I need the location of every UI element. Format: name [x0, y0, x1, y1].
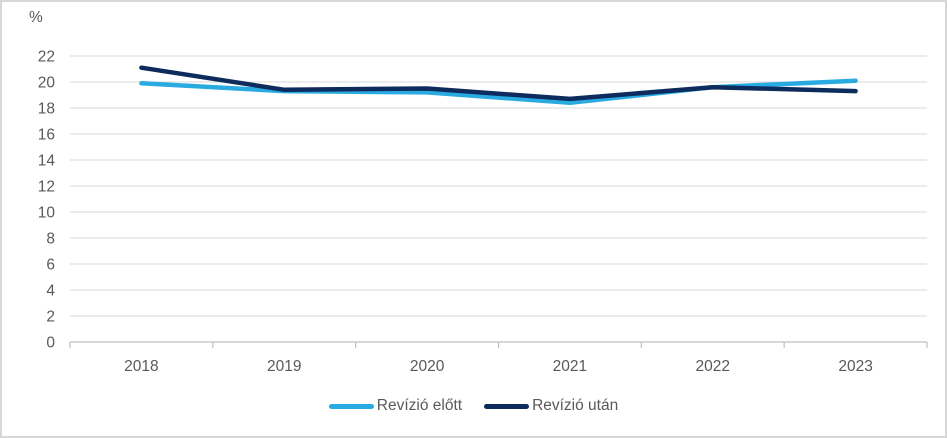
legend-swatch [484, 403, 530, 409]
svg-text:18: 18 [38, 101, 55, 118]
legend: Revízió előtt Revízió után [2, 397, 945, 415]
svg-text:20: 20 [38, 75, 56, 92]
legend-label-after: Revízió után [532, 397, 619, 414]
svg-text:0: 0 [46, 335, 55, 352]
svg-text:14: 14 [38, 153, 56, 170]
svg-text:10: 10 [38, 205, 56, 222]
legend-label-before: Revízió előtt [376, 397, 463, 414]
y-axis-unit-label: % [29, 9, 43, 26]
svg-text:2022: 2022 [696, 358, 730, 375]
svg-text:8: 8 [46, 231, 55, 248]
svg-text:2018: 2018 [124, 358, 158, 375]
legend-item-before: Revízió előtt [328, 397, 463, 415]
svg-text:2020: 2020 [410, 358, 445, 375]
svg-text:2023: 2023 [838, 358, 872, 375]
svg-text:2021: 2021 [553, 358, 587, 375]
legend-item-after: Revízió után [484, 397, 618, 415]
svg-text:2: 2 [46, 309, 55, 326]
svg-text:2019: 2019 [267, 358, 301, 375]
svg-text:16: 16 [38, 127, 55, 144]
legend-swatch [328, 403, 374, 409]
svg-text:12: 12 [38, 179, 55, 196]
svg-text:6: 6 [46, 257, 55, 274]
svg-text:4: 4 [46, 283, 55, 300]
svg-text:22: 22 [38, 49, 55, 66]
